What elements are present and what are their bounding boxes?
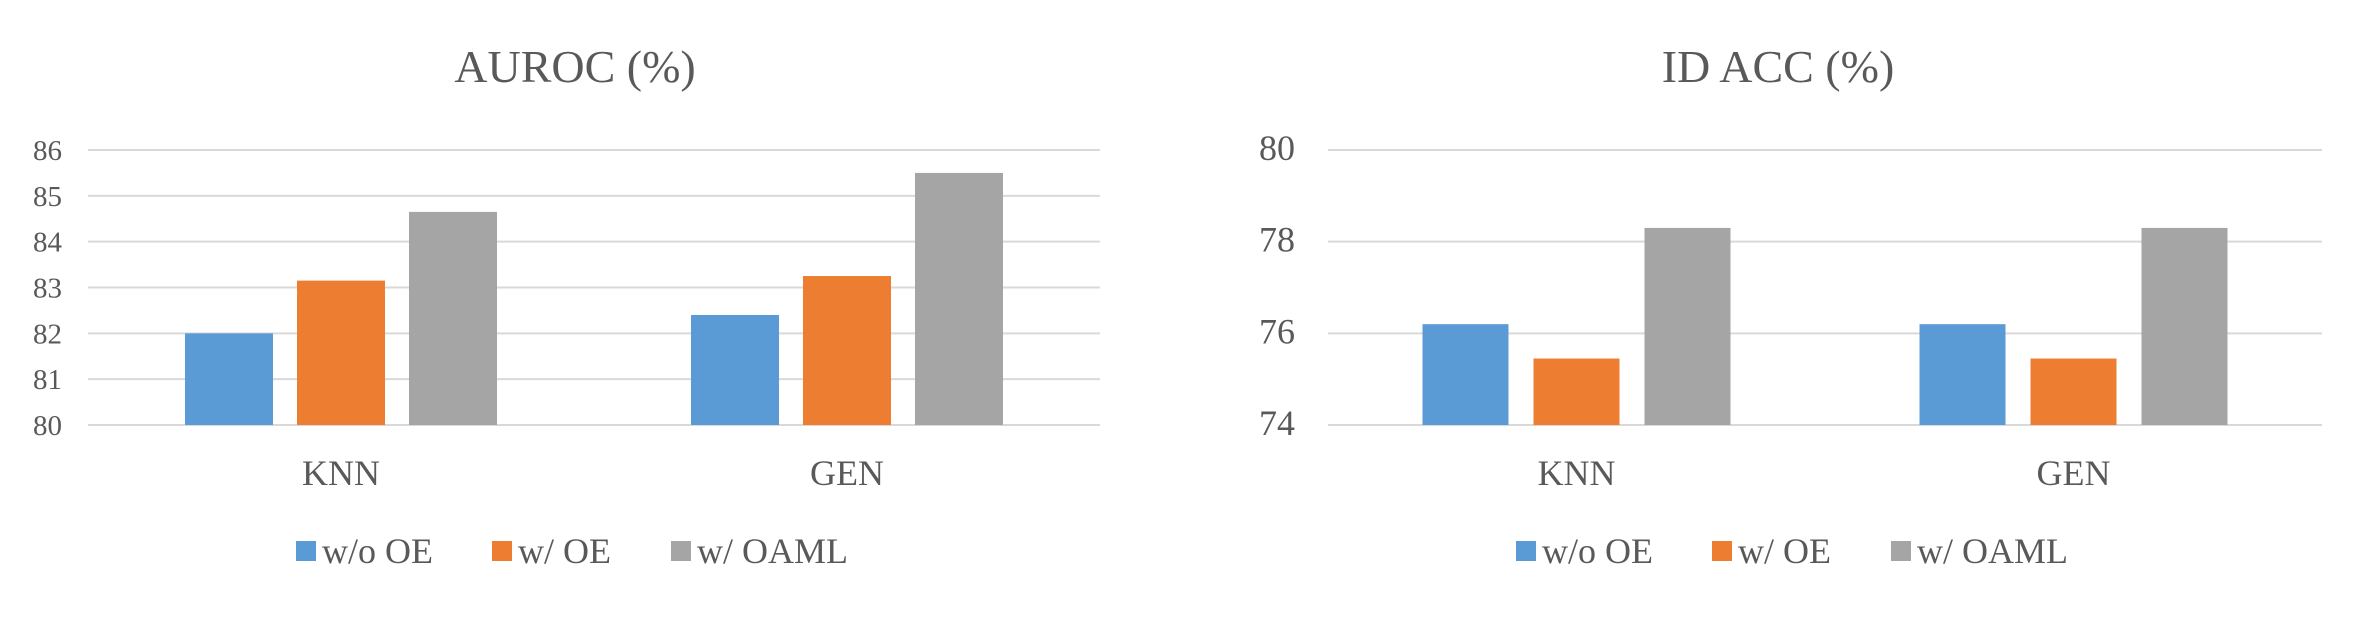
y-tick-label: 81 <box>33 364 62 396</box>
legend-swatch <box>1891 541 1911 561</box>
legend-swatch <box>296 541 316 561</box>
legend-swatch <box>671 541 691 561</box>
legend-label: w/ OAML <box>697 531 848 571</box>
y-tick-label: 74 <box>1259 403 1295 443</box>
x-category-label: GEN <box>810 453 884 493</box>
y-tick-label: 82 <box>33 318 62 350</box>
bar <box>915 172 1003 425</box>
legend-swatch <box>1516 541 1536 561</box>
bar <box>409 211 497 425</box>
bar <box>803 276 891 425</box>
legend-swatch <box>492 541 512 561</box>
x-category-label: GEN <box>2037 453 2111 493</box>
bar <box>691 315 779 425</box>
y-tick-label: 85 <box>33 181 62 213</box>
y-tick-label: 86 <box>33 135 62 167</box>
x-category-label: KNN <box>1538 453 1616 493</box>
legend-label: w/o OE <box>322 531 433 571</box>
y-tick-label: 84 <box>33 227 63 259</box>
legend-label: w/ OE <box>518 531 611 571</box>
y-tick-label: 83 <box>33 273 62 305</box>
y-tick-label: 78 <box>1259 220 1295 260</box>
legend-label: w/ OAML <box>1917 531 2068 571</box>
bar <box>2030 358 2117 425</box>
bar <box>2141 227 2228 425</box>
legend: w/o OE w/ OE w/ OAML <box>1516 531 2068 571</box>
bar <box>297 280 385 425</box>
y-tick-label: 76 <box>1259 311 1295 351</box>
chart-title: ID ACC (%) <box>1662 41 1895 92</box>
y-tick-label: 80 <box>33 410 62 442</box>
chart-title: AUROC (%) <box>454 41 695 92</box>
bar <box>1919 324 2006 425</box>
bar <box>185 333 273 425</box>
legend-label: w/ OE <box>1738 531 1831 571</box>
bar <box>1644 227 1731 425</box>
y-tick-label: 80 <box>1259 128 1295 168</box>
legend: w/o OE w/ OE w/ OAML <box>296 531 848 571</box>
legend-label: w/o OE <box>1542 531 1653 571</box>
bar <box>1422 324 1509 425</box>
x-category-label: KNN <box>302 453 380 493</box>
bar <box>1533 358 1620 425</box>
legend-swatch <box>1712 541 1732 561</box>
